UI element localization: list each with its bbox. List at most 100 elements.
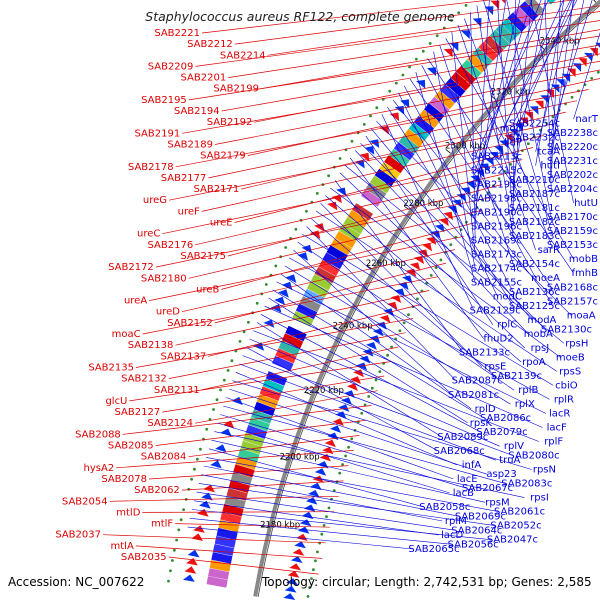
label-connector <box>433 51 476 269</box>
gene-label-forward: truA <box>499 455 520 466</box>
gene-label-forward: SAB2168c <box>547 282 598 293</box>
feature-block <box>220 511 242 525</box>
gene-label-forward: asp23 <box>486 469 516 480</box>
gc-dot <box>363 403 367 407</box>
gene-label-reverse: ureF <box>178 206 200 217</box>
gene-arrow <box>501 0 506 4</box>
gene-label-reverse: mtlA <box>111 541 134 552</box>
gene-label-reverse: SAB2176 <box>148 240 194 251</box>
gene-arrow <box>356 362 368 371</box>
gene-arrow <box>303 504 316 512</box>
gene-arrow <box>484 157 494 166</box>
label-connector <box>392 99 552 302</box>
label-connector <box>330 187 561 358</box>
gene-arrow <box>283 593 296 600</box>
feature-block <box>347 210 369 228</box>
gene-arrow <box>529 106 539 115</box>
gene-label-reverse: ureD <box>156 307 180 318</box>
label-connector <box>496 0 514 222</box>
label-connector <box>457 25 536 250</box>
gene-arrow <box>534 100 544 110</box>
scale-tick-label: 2340 kbp <box>540 37 580 47</box>
gc-dot <box>350 437 354 441</box>
label-connector <box>242 355 513 456</box>
label-connector <box>474 0 490 227</box>
gene-label-forward: SAB2196c <box>471 222 522 233</box>
gene-label-reverse: SAB2062 <box>134 485 180 496</box>
gc-dot <box>344 454 347 458</box>
gene-label-forward: SAB2089c <box>437 432 488 443</box>
gene-label-reverse: SAB2088 <box>75 429 121 440</box>
gc-dot <box>320 532 324 536</box>
gc-dot <box>219 388 223 392</box>
gene-label-forward: SAB2215c <box>471 165 522 176</box>
gene-label-forward: SAB2083c <box>501 479 552 490</box>
gc-dot <box>316 550 319 554</box>
feature-block <box>374 168 396 187</box>
label-connector <box>201 346 399 391</box>
gene-label-forward: SAB2198c <box>471 194 522 205</box>
gene-label-forward: rpsJ <box>531 343 550 354</box>
label-connector <box>260 29 600 90</box>
gene-arrow <box>193 525 205 533</box>
label-connector <box>201 474 443 522</box>
feature-block <box>343 217 365 235</box>
gene-arrow <box>353 369 364 378</box>
label-connector <box>267 5 600 56</box>
feature-block <box>413 115 435 135</box>
gene-arrow <box>327 201 338 211</box>
gene-label-reverse: SAB2191 <box>135 128 181 139</box>
label-connector <box>272 289 485 419</box>
label-connector <box>339 172 526 349</box>
gene-arrow <box>184 566 197 574</box>
gc-dot <box>315 192 319 195</box>
gc-dot <box>264 283 268 286</box>
gc-dot <box>449 243 453 247</box>
gene-arrow <box>545 89 555 99</box>
label-connector <box>234 0 576 45</box>
gene-label-forward: moeA <box>531 273 560 284</box>
label-connector <box>187 526 413 550</box>
gene-label-forward: rpsE <box>484 362 506 373</box>
gene-label-forward: rpsN <box>533 465 556 476</box>
label-connector <box>228 20 600 78</box>
gene-label-forward: fmhB <box>572 268 599 279</box>
gene-label-forward: moeB <box>556 352 585 363</box>
label-connector <box>188 435 360 458</box>
feature-block <box>262 378 285 394</box>
feature-block <box>218 519 240 533</box>
gene-label-forward: rplD <box>475 404 496 415</box>
gc-dot <box>398 329 402 333</box>
gene-label-forward: SAB2231c <box>547 156 598 167</box>
label-connector <box>535 0 565 166</box>
gc-dot <box>318 541 321 545</box>
gene-label-forward: mqo <box>500 123 522 134</box>
gc-dot <box>450 19 453 22</box>
gene-arrow <box>359 355 371 364</box>
gene-arrow <box>465 181 476 190</box>
gene-label-forward: lacF <box>547 423 567 434</box>
gene-label-forward: rpsM <box>485 497 509 508</box>
gc-dot <box>332 489 336 492</box>
gene-label-reverse: SAB2175 <box>180 251 226 262</box>
label-connector <box>194 390 378 424</box>
gene-label-forward: rpsS <box>559 366 581 377</box>
gene-arrow <box>220 428 232 437</box>
feature-block <box>212 544 235 556</box>
gene-arrow <box>297 252 308 261</box>
gene-label-forward: SAB2058c <box>419 502 470 513</box>
gene-arrow <box>314 223 325 232</box>
scale-tick-label: 2260 kbp <box>366 259 406 269</box>
gc-dot <box>325 515 328 519</box>
gc-dot <box>421 49 425 53</box>
label-connector <box>182 60 600 134</box>
feature-block <box>240 440 262 455</box>
gene-label-reverse: SAB2199 <box>213 84 259 95</box>
gene-label-forward: lldP <box>504 137 522 148</box>
label-connector <box>376 121 572 316</box>
feature-block <box>224 495 246 509</box>
gene-arrow <box>305 497 318 505</box>
feature-block <box>495 23 516 44</box>
gene-label-forward: SAB2213c <box>471 151 522 162</box>
feature-block <box>208 568 230 580</box>
